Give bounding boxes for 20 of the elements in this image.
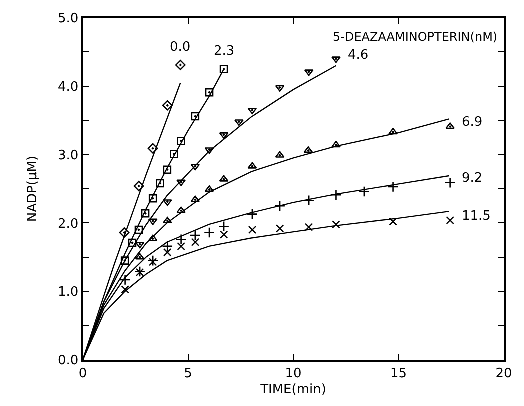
- x-tick-label: 20: [496, 366, 512, 382]
- legend-label: 6.9: [462, 115, 483, 130]
- x-tick-label: 10: [285, 366, 302, 382]
- x-axis-title: TIME(min): [260, 382, 326, 398]
- x-tick-label: 5: [184, 366, 192, 382]
- y-tick-label: 4.0: [58, 80, 79, 95]
- y-axis-title: NADP(μM): [25, 156, 40, 222]
- y-tick-label: 5.0: [58, 12, 79, 27]
- legend-label: 11.5: [462, 209, 491, 224]
- y-tick-label: 0.0: [58, 354, 79, 369]
- legend-title: 5-DEAZAAMINOPTERIN(nM): [333, 30, 498, 44]
- series-label: 2.3: [214, 44, 235, 59]
- y-tick-label: 3.0: [58, 148, 79, 164]
- y-tick-label: 2.0: [58, 216, 79, 232]
- x-tick-label: 0: [78, 366, 88, 382]
- series-label: 4.6: [348, 48, 369, 63]
- y-tick-label: 1.0: [58, 285, 79, 300]
- x-tick-label: 15: [390, 366, 408, 382]
- series-label: 0.0: [170, 40, 191, 55]
- series-label: 9.2: [462, 171, 483, 186]
